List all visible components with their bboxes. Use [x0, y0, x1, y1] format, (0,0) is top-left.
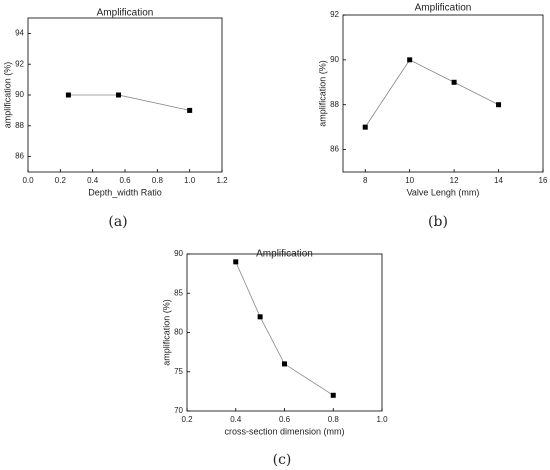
y-tick-label: 75: [174, 367, 183, 376]
x-tick-label: 16: [539, 176, 548, 185]
y-tick-label: 92: [15, 59, 24, 68]
x-tick-label: 12: [450, 176, 459, 185]
marker: [451, 79, 457, 85]
x-tick-label: 8: [363, 176, 368, 185]
marker: [496, 102, 502, 108]
x-tick-label: 0.8: [152, 176, 164, 185]
x-tick-label: 1.0: [184, 176, 196, 185]
marker: [187, 107, 193, 113]
x-tick-label: 14: [494, 176, 503, 185]
chart-title: Amplification: [415, 3, 472, 14]
x-axis-title: Depth_width Ratio: [88, 187, 162, 197]
x-tick-label: 10: [405, 176, 414, 185]
plot-frame: [186, 253, 383, 412]
chart-title: Amplification: [256, 249, 313, 260]
marker: [116, 92, 122, 98]
x-tick-label: 0.2: [55, 176, 67, 185]
series-line: [364, 59, 499, 128]
plot-frame: [342, 14, 544, 173]
x-tick-label: 1.0: [376, 415, 388, 424]
y-tick-label: 70: [174, 406, 183, 415]
y-tick-label: 88: [330, 100, 339, 109]
x-axis-title: cross-section dimension (mm): [224, 426, 344, 436]
marker: [233, 259, 239, 265]
y-tick-label: 88: [15, 121, 24, 130]
y-tick-label: 94: [15, 29, 24, 38]
y-tick-label: 80: [174, 328, 183, 337]
y-tick-label: 90: [174, 249, 183, 258]
y-axis-title: amplification (%): [161, 299, 171, 366]
y-axis-title: amplification (%): [2, 62, 12, 129]
x-tick-label: 0.0: [22, 176, 34, 185]
marker: [282, 361, 287, 367]
caption: (a): [108, 214, 127, 230]
marker: [65, 92, 71, 98]
y-tick-label: 86: [15, 152, 24, 161]
y-axis-title: amplification (%): [317, 60, 327, 127]
x-tick-label: 0.6: [119, 176, 131, 185]
x-tick-label: 0.4: [230, 415, 242, 424]
marker: [362, 124, 368, 130]
marker: [257, 314, 263, 320]
marker: [407, 57, 413, 63]
x-tick-label: 0.6: [279, 415, 291, 424]
x-tick-label: 0.8: [328, 415, 340, 424]
marker: [330, 392, 336, 398]
y-tick-label: 90: [15, 90, 24, 99]
plot-frame: [27, 17, 223, 173]
caption: (c): [273, 452, 292, 468]
x-tick-label: 0.4: [87, 176, 99, 185]
y-tick-label: 85: [174, 288, 183, 297]
series-line: [68, 94, 190, 111]
x-axis-title: Valve Lengh (mm): [407, 187, 480, 197]
x-tick-label: 0.2: [181, 415, 193, 424]
y-tick-label: 86: [330, 145, 339, 154]
x-tick-label: 1.2: [216, 176, 228, 185]
series-line: [235, 261, 334, 396]
y-tick-label: 92: [330, 10, 339, 19]
chart-title: Amplification: [97, 8, 154, 19]
y-tick-label: 90: [330, 55, 339, 64]
caption: (b): [428, 214, 448, 230]
